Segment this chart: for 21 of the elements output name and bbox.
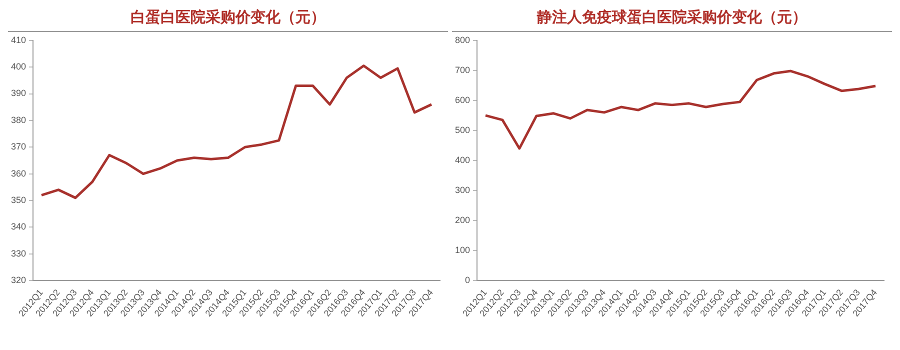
y-tick-label: 360 xyxy=(10,168,26,178)
y-tick-label: 390 xyxy=(10,88,26,98)
y-tick-label: 340 xyxy=(10,222,26,232)
y-tick-label: 350 xyxy=(10,194,26,205)
y-tick-label: 300 xyxy=(454,184,470,195)
y-tick-label: 400 xyxy=(454,154,470,165)
y-tick-label: 410 xyxy=(10,34,26,45)
y-tick-label: 380 xyxy=(10,114,26,125)
y-tick-label: 700 xyxy=(454,64,470,75)
chart-title: 静注人免疫球蛋白医院采购价变化（元） xyxy=(452,8,892,32)
y-tick-label: 320 xyxy=(10,275,26,286)
y-tick-label: 100 xyxy=(454,244,470,255)
y-tick-label: 200 xyxy=(454,214,470,225)
y-tick-label: 330 xyxy=(10,248,26,258)
y-tick-label: 800 xyxy=(454,34,470,45)
y-tick-label: 400 xyxy=(10,62,26,72)
y-tick-label: 500 xyxy=(454,124,470,135)
chart-title: 白蛋白医院采购价变化（元） xyxy=(8,8,448,32)
y-tick-label: 370 xyxy=(10,142,26,152)
y-tick-label: 600 xyxy=(454,94,470,105)
y-tick-label: 0 xyxy=(465,275,470,286)
